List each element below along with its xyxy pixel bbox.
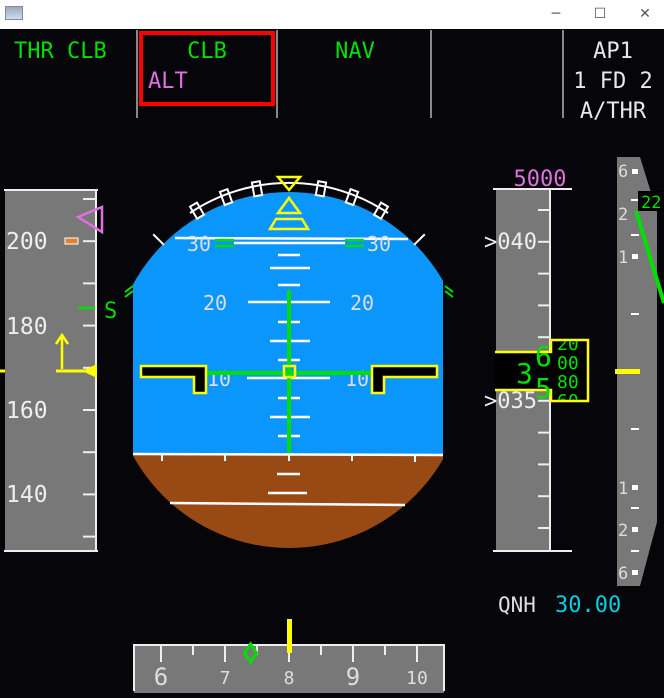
selected-speed-triangle <box>75 205 104 235</box>
aircraft-symbol-left-wing <box>139 364 208 395</box>
pitch-label-30-right: 30 <box>367 232 391 256</box>
sideslip-index-icon <box>267 217 311 231</box>
altitude-readout-hundreds-upper: 6 <box>535 340 552 373</box>
speed-trend-arrow <box>54 332 70 369</box>
fma-thrust-mode: THR CLB <box>14 39 107 64</box>
speed-label: 200 <box>6 229 48 255</box>
speed-label: 160 <box>6 398 48 424</box>
altitude-drum-digit: 20 <box>557 334 579 355</box>
fma-highlight-box <box>139 31 275 106</box>
selected-altitude: 5000 <box>514 167 567 192</box>
fma-flight-director-status: 1 FD 2 <box>573 69 652 94</box>
fma-vertical-armed-mode: ALT <box>148 69 188 94</box>
flight-mode-annunciator: THR CLB CLB ALT NAV AP1 1 FD 2 A/THR <box>14 30 653 124</box>
vs-label: 6 <box>618 162 628 182</box>
roll-mark <box>152 233 165 246</box>
speed-reference-pointer <box>82 364 97 378</box>
roll-mark <box>344 187 360 207</box>
speed-tape: 200 180 160 140 S <box>0 189 117 552</box>
roll-mark <box>372 201 390 221</box>
s-speed-label: S <box>104 299 117 324</box>
minimize-button[interactable]: ─ <box>551 6 561 22</box>
altitude-label: >040 <box>484 230 537 255</box>
altitude-tape: 5000 >040 >035 3 6 5 20 00 80 60 QNH 30.… <box>484 167 621 618</box>
roll-pointer-icon <box>275 195 303 215</box>
fma-autothrust-status: A/THR <box>580 99 647 124</box>
vs-zero-reference <box>615 369 640 374</box>
app-icon <box>5 6 23 20</box>
close-button[interactable]: ✕ <box>639 6 651 22</box>
roll-mark <box>188 201 206 221</box>
altitude-drum-digit: 00 <box>557 353 579 374</box>
roll-scale-marks <box>152 180 426 246</box>
qnh-label: QNH <box>498 593 536 617</box>
pitch-limit-marks <box>215 238 364 248</box>
pitch-limit-line <box>174 236 409 241</box>
vfe-next-marker <box>64 237 79 245</box>
altitude-readout-hundreds-lower: 5 <box>535 372 552 405</box>
pitch-label-30-left: 30 <box>187 232 211 256</box>
heading-label: 9 <box>346 663 360 691</box>
roll-index-triangle <box>275 175 303 192</box>
heading-reference-line <box>287 619 292 653</box>
roll-mark <box>218 187 234 207</box>
track-diamond-icon <box>242 641 259 665</box>
vs-label: 1 <box>618 479 628 499</box>
altitude-drum-digit: 60 <box>557 391 579 412</box>
heading-label: 6 <box>154 663 168 691</box>
horizon-line <box>132 452 444 457</box>
window-titlebar: ─ ☐ ✕ <box>0 0 664 29</box>
speed-label: 180 <box>6 314 48 340</box>
fma-autopilot-status: AP1 <box>593 39 633 64</box>
aircraft-symbol-center <box>282 364 297 379</box>
maximize-button[interactable]: ☐ <box>593 6 607 22</box>
vs-scale-marks <box>631 169 639 575</box>
heading-label: 7 <box>220 668 231 689</box>
vertical-speed-indicator: 6 2 1 1 2 6 22 <box>615 157 664 586</box>
fma-lateral-mode: NAV <box>335 39 375 64</box>
vs-label: 2 <box>618 205 628 225</box>
vs-label: 6 <box>618 564 628 584</box>
pitch-label-10-right: 10 <box>345 367 369 391</box>
vs-needle <box>634 210 664 304</box>
altitude-drum-digit: 80 <box>557 372 579 393</box>
speed-label: 140 <box>6 482 48 508</box>
vs-readout: 22 <box>641 193 661 213</box>
pitch-ladder <box>234 241 345 495</box>
roll-mark <box>314 180 328 198</box>
bank-limit-marks <box>124 285 454 298</box>
aircraft-symbol-right-wing <box>370 364 439 395</box>
pitch-line-minus-10 <box>169 501 406 507</box>
fma-vertical-mode: CLB <box>187 39 227 64</box>
heading-label: 10 <box>406 668 428 689</box>
vs-label: 1 <box>618 248 628 268</box>
roll-mark <box>413 233 426 246</box>
primary-flight-display: THR CLB CLB ALT NAV AP1 1 FD 2 A/THR 200… <box>0 29 664 698</box>
altitude-readout-window <box>495 338 590 403</box>
vs-label: 2 <box>618 521 628 541</box>
altitude-label: >035 <box>484 389 537 414</box>
vs-readout-box <box>638 191 664 211</box>
pitch-label-10-left: 10 <box>207 367 231 391</box>
heading-label: 8 <box>284 668 295 689</box>
altitude-readout-thousands: 3 <box>516 357 533 390</box>
roll-mark <box>250 180 264 198</box>
roll-scale-arc <box>189 182 389 214</box>
pitch-label-20-left: 20 <box>203 291 227 315</box>
heading-marks-on-horizon <box>161 455 416 462</box>
heading-scale: 6 7 8 9 10 <box>133 619 445 693</box>
qnh-value[interactable]: 30.00 <box>555 593 621 618</box>
pitch-label-20-right: 20 <box>350 291 374 315</box>
